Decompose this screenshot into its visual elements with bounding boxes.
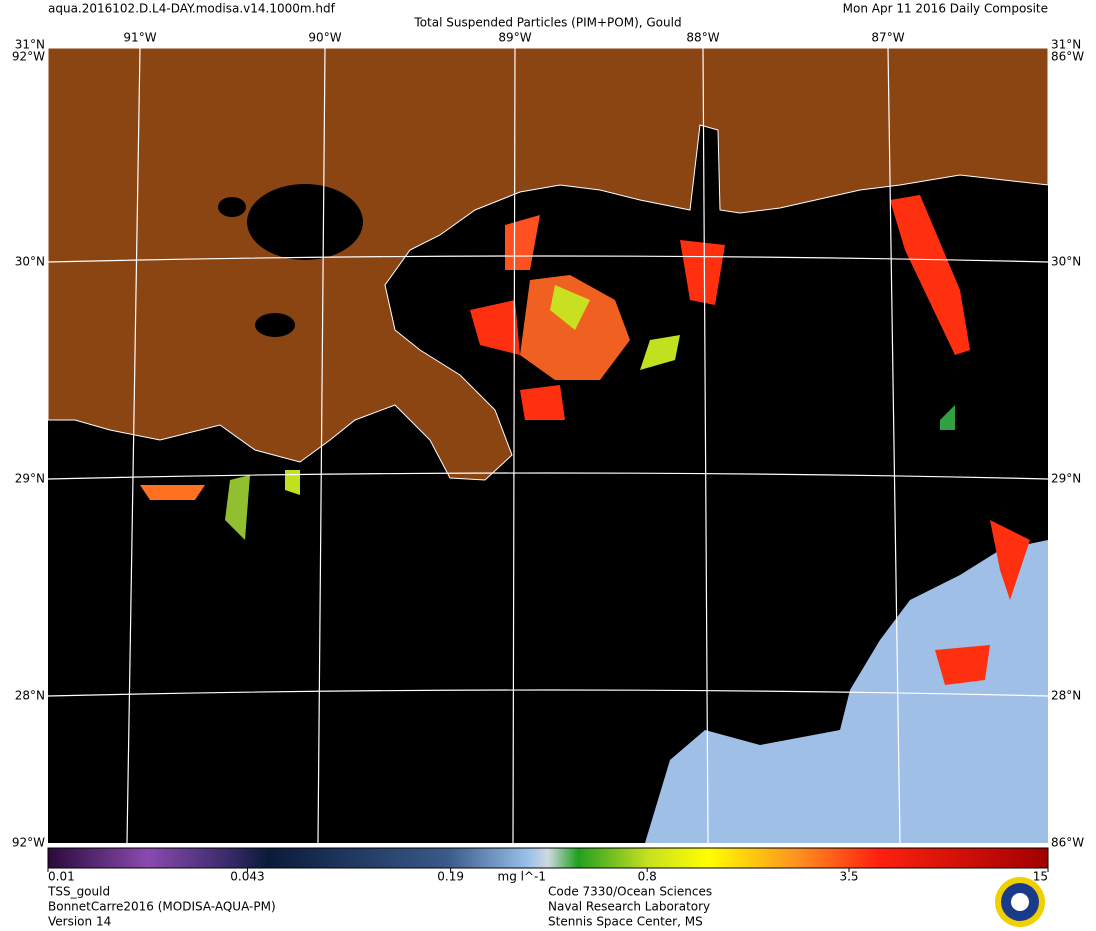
land [47,47,1049,481]
plumes [990,520,1030,600]
footer-line: Version 14 [48,915,111,929]
lon-label: 87°W [871,31,904,45]
lat-label: 30°N [1051,255,1081,269]
lon-label: 90°W [308,31,341,45]
colorbar-tick-label: 15 [1033,870,1048,884]
plumes [935,645,990,685]
colorbar-tick-label: 0.043 [230,870,264,884]
graticule [47,47,1049,844]
map [47,47,1049,844]
footer-line: BonnetCarre2016 (MODISA-AQUA-PM) [48,900,276,914]
corner-label: 31°N [15,38,45,52]
colorbar-tick-label: 3.5 [839,870,858,884]
lon-label: 91°W [123,31,156,45]
colorbar-tick-label: 0.8 [638,870,657,884]
corner-label: 31°N [1051,38,1081,52]
meridian [317,47,326,844]
lake [255,313,295,337]
date: Mon Apr 11 2016 Daily Composite [843,2,1048,16]
lon-label: 89°W [498,31,531,45]
colorbar-tick-label: 0.19 [437,870,464,884]
file-name: aqua.2016102.D.L4-DAY.modisa.v14.1000m.h… [48,2,336,16]
corner-label: 86°W [1051,50,1084,64]
lake [247,184,363,260]
footer-line: TSS_gould [47,885,110,899]
parallel [47,472,1049,480]
footer-line: Naval Research Laboratory [548,900,710,914]
parallel [47,255,1049,263]
colorbar-tick-label: 0.01 [48,870,75,884]
footer-line: Code 7330/Ocean Sciences [548,885,712,899]
lake [218,197,246,217]
parallel [47,689,1049,697]
meridian [887,47,901,844]
title: Total Suspended Particles (PIM+POM), Gou… [413,16,681,30]
lat-label: 29°N [15,472,45,486]
meridian [512,47,516,844]
lat-label: 28°N [1051,689,1081,703]
colorbar [47,847,1049,869]
lat-label: 28°N [15,689,45,703]
meridian [702,47,709,844]
footer-line: Stennis Space Center, MS [548,915,703,929]
meridian [126,47,141,844]
colorbar-unit: mg l^-1 [498,870,546,884]
corner-label: 92°W [12,50,45,64]
clear-sky-water [645,540,1048,843]
colorbar-ticks: 0.01 0.043 0.19 0.8 3.5 15 [47,868,1049,884]
lat-label: 29°N [1051,472,1081,486]
lon-label: 88°W [686,31,719,45]
corner-label: 86°W [1051,836,1084,850]
logo [995,877,1045,927]
lat-label: 30°N [15,255,45,269]
corner-label: 92°W [12,836,45,850]
